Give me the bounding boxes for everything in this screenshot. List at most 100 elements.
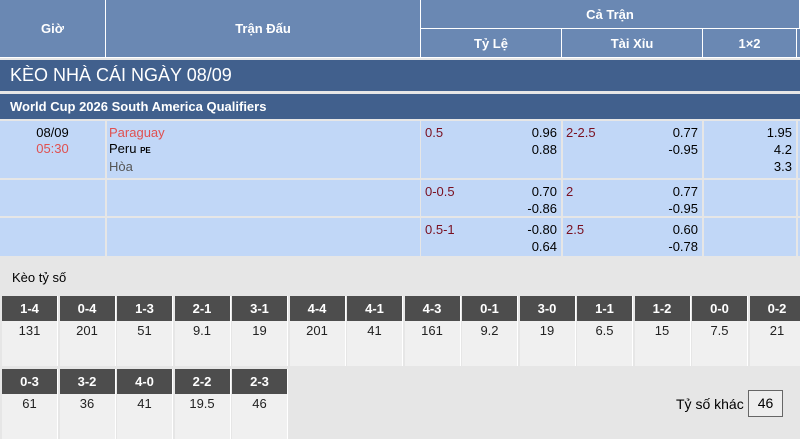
- correct-score-label: Kèo tỷ số: [12, 270, 66, 285]
- handicap-away-odds[interactable]: 0.64: [425, 238, 557, 255]
- score-cell[interactable]: 2-1 9.1: [175, 296, 231, 366]
- score-odds: 201: [60, 321, 115, 341]
- score-odds: 6.5: [577, 321, 632, 341]
- score-label: 2-3: [232, 369, 287, 394]
- home-team[interactable]: Paraguay: [109, 125, 420, 141]
- page-title: KÈO NHÀ CÁI NGÀY 08/09: [0, 60, 800, 91]
- score-cell[interactable]: 4-3 161: [405, 296, 461, 366]
- score-label: 0-2: [750, 296, 800, 321]
- score-cell[interactable]: 4-0 41: [117, 369, 173, 439]
- over-under-line: 2.5: [566, 221, 584, 238]
- score-cell[interactable]: 4-1 41: [347, 296, 403, 366]
- over-under-cell[interactable]: 2 0.77 -0.95: [563, 180, 702, 216]
- handicap-cell[interactable]: 0.5 0.96 0.88: [421, 121, 561, 178]
- score-label: 0-3: [2, 369, 57, 394]
- col-1x2: 1×2: [703, 29, 797, 58]
- col-match: Trận Đấu: [106, 0, 421, 58]
- score-label: 4-0: [117, 369, 172, 394]
- handicap-line: 0.5: [425, 124, 443, 141]
- score-odds: 19: [520, 321, 575, 341]
- score-cell[interactable]: 1-1 6.5: [577, 296, 633, 366]
- 1x2-cell[interactable]: [704, 180, 796, 216]
- col-handicap: Tỷ Lệ: [421, 29, 562, 58]
- score-label: 1-4: [2, 296, 57, 321]
- draw-label: Hòa: [109, 159, 420, 175]
- score-cell[interactable]: 0-3 61: [2, 369, 58, 439]
- handicap-away-odds[interactable]: 0.88: [425, 141, 557, 158]
- match-time: 05:30: [0, 141, 105, 157]
- score-odds: 41: [347, 321, 402, 341]
- score-label: 0-4: [60, 296, 115, 321]
- handicap-home-odds[interactable]: 0.96: [425, 124, 557, 141]
- over-under-cell[interactable]: 2.5 0.60 -0.78: [563, 218, 702, 256]
- away-team-name: Peru: [109, 141, 136, 156]
- score-odds: 41: [117, 394, 172, 414]
- score-cell[interactable]: 2-3 46: [232, 369, 288, 439]
- handicap-cell[interactable]: 0-0.5 0.70 -0.86: [421, 180, 561, 216]
- score-label: 3-2: [60, 369, 115, 394]
- score-label: 1-2: [635, 296, 690, 321]
- score-cell[interactable]: 1-3 51: [117, 296, 173, 366]
- score-label: 4-4: [290, 296, 345, 321]
- over-under-cell[interactable]: 2-2.5 0.77 -0.95: [563, 121, 702, 178]
- over-under-line: 2: [566, 183, 573, 200]
- score-odds: 19.5: [175, 394, 230, 414]
- match-teams-cell: Paraguay Peru PE Hòa: [107, 121, 420, 178]
- score-odds: 131: [2, 321, 57, 341]
- score-odds: 7.5: [692, 321, 747, 341]
- score-label: 4-1: [347, 296, 402, 321]
- away-win-odds[interactable]: 4.2: [708, 141, 792, 158]
- handicap-line: 0-0.5: [425, 183, 455, 200]
- handicap-away-odds[interactable]: -0.86: [425, 200, 557, 217]
- score-cell[interactable]: 1-2 15: [635, 296, 691, 366]
- score-odds: 161: [405, 321, 460, 341]
- home-win-odds[interactable]: 1.95: [708, 124, 792, 141]
- score-cell[interactable]: 0-4 201: [60, 296, 116, 366]
- score-label: 0-1: [462, 296, 517, 321]
- score-cell[interactable]: 0-2 21: [750, 296, 800, 366]
- score-cell[interactable]: 3-0 19: [520, 296, 576, 366]
- other-score-label: Tỷ số khác: [676, 396, 744, 412]
- score-cell[interactable]: 2-2 19.5: [175, 369, 231, 439]
- score-odds: 19: [232, 321, 287, 341]
- over-odds[interactable]: 0.60: [567, 221, 698, 238]
- handicap-cell[interactable]: 0.5-1 -0.80 0.64: [421, 218, 561, 256]
- other-score-value[interactable]: 46: [748, 390, 783, 417]
- 1x2-cell[interactable]: [704, 218, 796, 256]
- score-odds: 201: [290, 321, 345, 341]
- draw-odds[interactable]: 3.3: [708, 158, 792, 175]
- score-odds: 36: [60, 394, 115, 414]
- score-odds: 15: [635, 321, 690, 341]
- score-label: 1-3: [117, 296, 172, 321]
- score-odds: 51: [117, 321, 172, 341]
- score-cell[interactable]: 4-4 201: [290, 296, 346, 366]
- under-odds[interactable]: -0.78: [567, 238, 698, 255]
- col-over-under: Tài Xỉu: [562, 29, 703, 58]
- match-time-cell: 08/09 05:30: [0, 121, 105, 178]
- over-under-line: 2-2.5: [566, 124, 596, 141]
- score-label: 4-3: [405, 296, 460, 321]
- col-time: Giờ: [0, 0, 106, 58]
- score-cell[interactable]: 0-0 7.5: [692, 296, 748, 366]
- handicap-line: 0.5-1: [425, 221, 455, 238]
- score-cell[interactable]: 3-2 36: [60, 369, 116, 439]
- 1x2-cell[interactable]: 1.95 4.2 3.3: [704, 121, 796, 178]
- away-team-tag: PE: [140, 146, 151, 155]
- score-odds: 46: [232, 394, 287, 414]
- over-odds[interactable]: 0.77: [567, 183, 698, 200]
- score-label: 2-2: [175, 369, 230, 394]
- under-odds[interactable]: -0.95: [567, 200, 698, 217]
- score-label: 0-0: [692, 296, 747, 321]
- league-title[interactable]: World Cup 2026 South America Qualifiers: [0, 94, 800, 119]
- score-cell[interactable]: 1-4 131: [2, 296, 58, 366]
- score-cell[interactable]: 0-1 9.2: [462, 296, 518, 366]
- away-team[interactable]: Peru PE: [109, 141, 420, 159]
- score-odds: 21: [750, 321, 800, 341]
- score-label: 3-0: [520, 296, 575, 321]
- score-cell[interactable]: 3-1 19: [232, 296, 288, 366]
- score-odds: 9.1: [175, 321, 230, 341]
- score-label: 2-1: [175, 296, 230, 321]
- col-full-match: Cả Trận: [421, 0, 800, 29]
- under-odds[interactable]: -0.95: [567, 141, 698, 158]
- score-odds: 61: [2, 394, 57, 414]
